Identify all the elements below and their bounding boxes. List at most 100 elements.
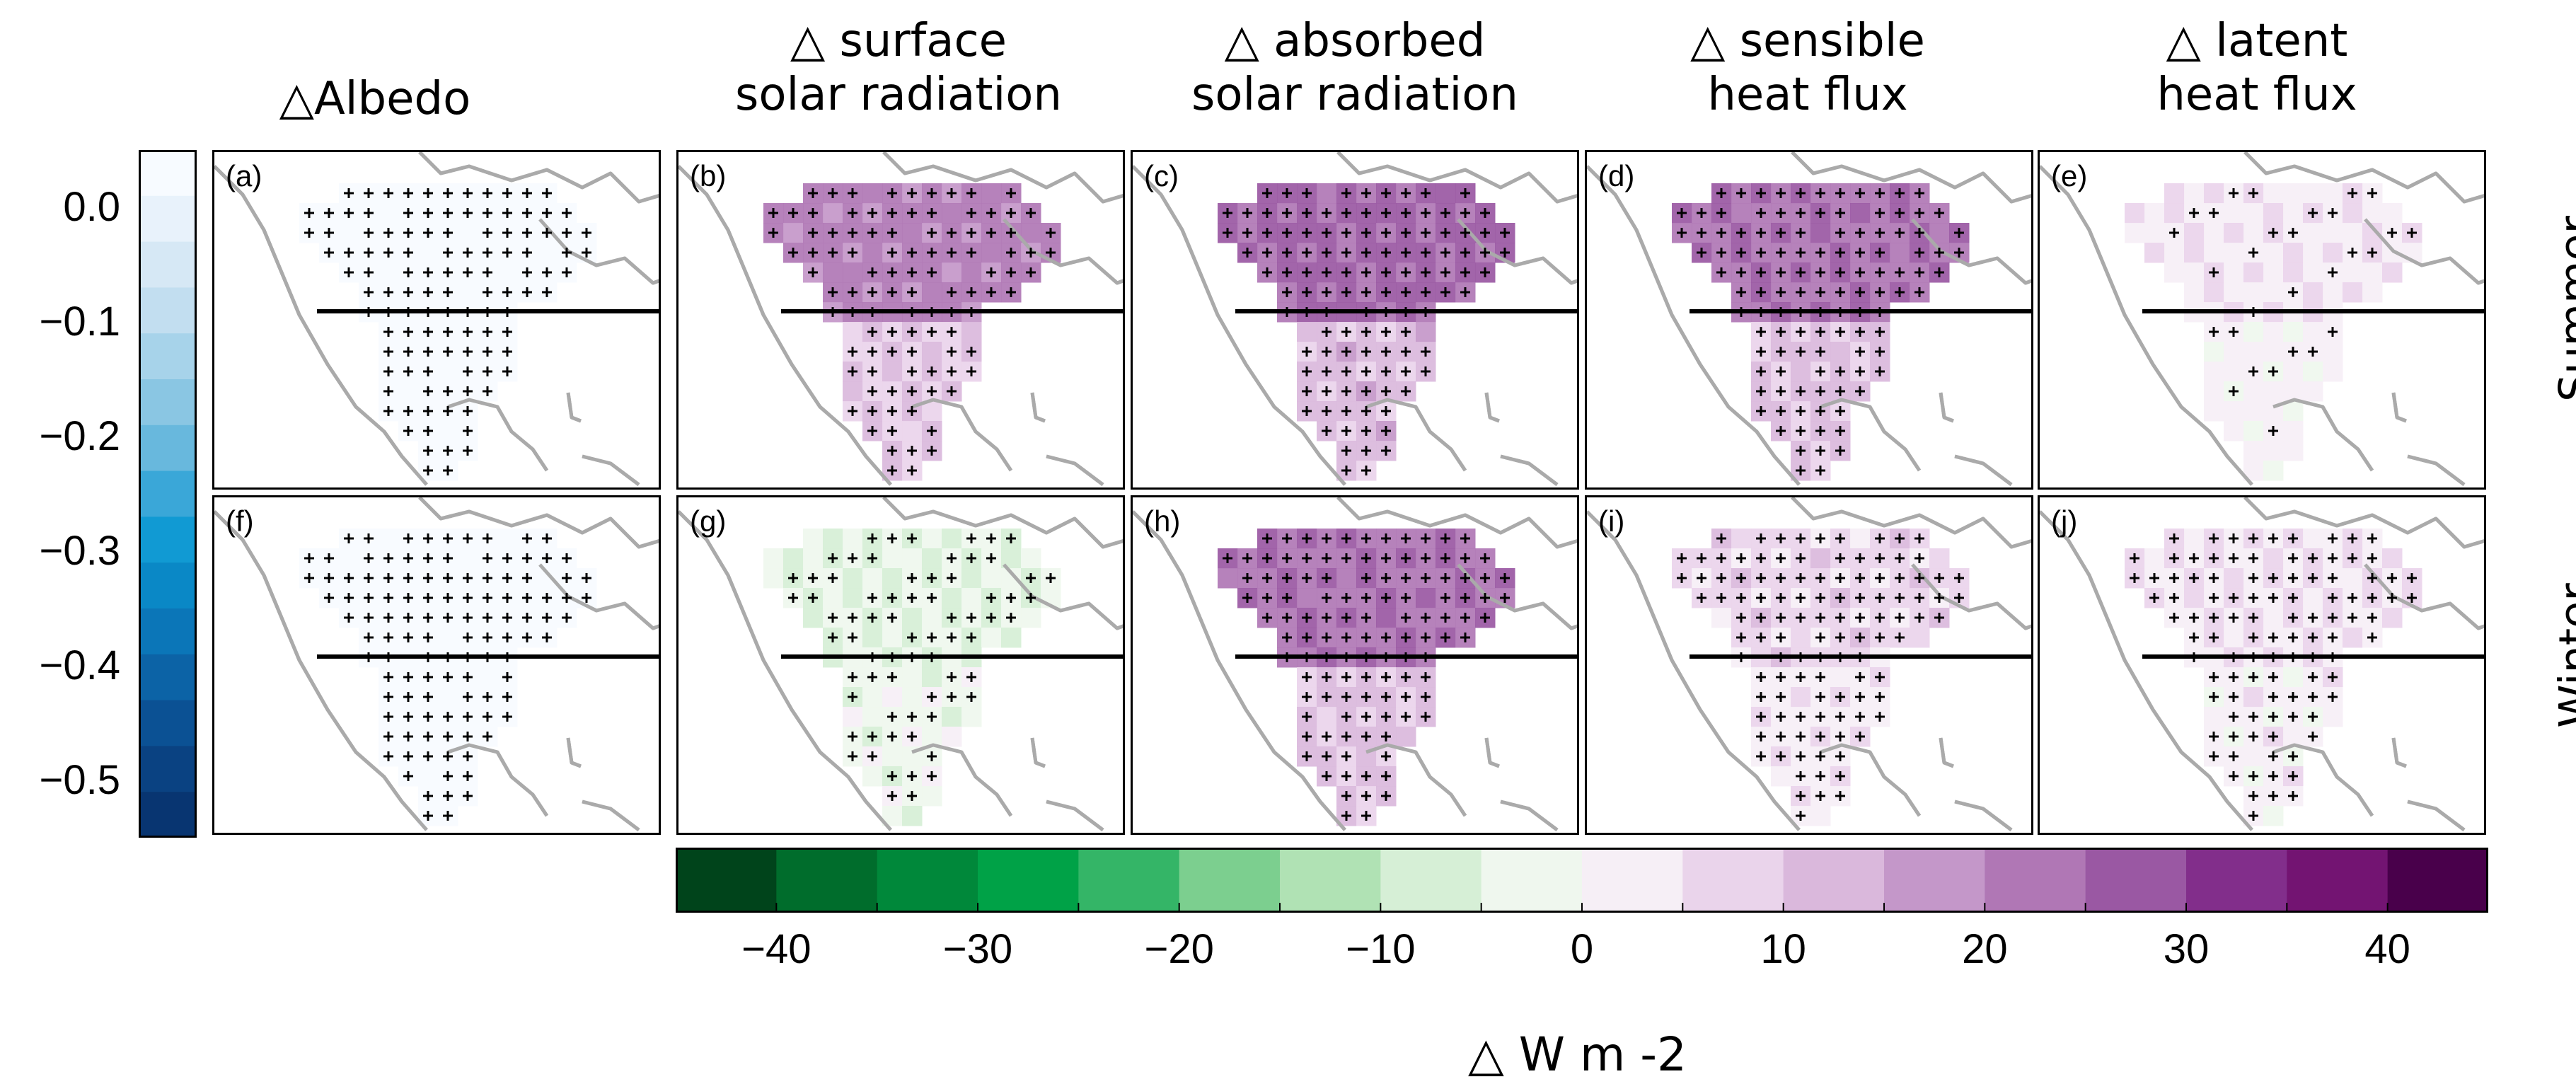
stipple-cross [443,712,453,722]
stipple-cross [1756,553,1766,563]
stipple-cross [324,573,334,583]
stipple-cross [2229,593,2239,603]
stipple-cross [344,573,354,583]
stipple-cross [2248,533,2258,543]
data-cell [803,529,824,549]
stipple-cross [423,573,433,583]
stipple-cross [1815,267,1825,277]
map-canvas [2040,497,2484,831]
stipple-cross [1460,267,1470,277]
stipple-cross [1914,573,1924,583]
data-cell [2283,441,2304,461]
map-canvas [214,497,659,831]
stipple-cross [2268,366,2278,376]
stipple-cross [2328,613,2338,623]
stipple-cross [2130,573,2139,583]
stipple-cross [1855,267,1865,277]
data-cell [2184,262,2205,283]
stipple-cross [443,188,453,198]
stipple-cross [2149,593,2159,603]
data-cell [438,687,458,708]
stipple-cross [2347,593,2357,603]
stipple-cross [2248,672,2258,682]
stipple-cross [2248,633,2258,642]
stipple-cross [887,248,897,258]
stipple-cross [828,613,838,623]
stipple-cross [1401,573,1411,583]
stipple-cross [1341,593,1351,603]
stipple-cross [1716,188,1726,198]
stipple-cross [1736,287,1746,297]
stipple-cross [1302,613,1312,623]
stipple-cross [1815,533,1825,543]
stipple-cross [1381,267,1391,277]
stipple-cross [443,406,453,416]
stipple-cross [1796,533,1806,543]
stipple-cross [1855,188,1865,198]
data-cell [2323,183,2343,204]
stipple-cross [1756,593,1766,603]
stipple-cross [463,712,473,722]
stipple-cross [2308,347,2318,357]
stipple-cross [542,633,552,642]
stipple-cross [2229,386,2239,396]
data-cell [922,529,942,549]
stipple-cross [1895,267,1905,277]
stipple-cross [927,593,937,603]
stipple-cross [364,613,374,623]
flux-colorbar-bin [1179,848,1281,913]
albedo-colorbar-bin [139,241,197,288]
stipple-cross [828,553,838,563]
stipple-cross [848,228,857,238]
data-cell [379,529,399,549]
data-cell [981,183,1002,204]
stipple-cross [502,712,512,722]
stipple-cross [927,386,937,396]
data-cell [942,707,962,727]
map-canvas [214,152,659,486]
stipple-cross [1302,366,1312,376]
stipple-cross [1914,248,1924,258]
stipple-cross [2130,553,2139,563]
stipple-cross [1381,791,1391,801]
stipple-cross [344,613,354,623]
stipple-cross [1875,208,1885,218]
stipple-cross [364,208,374,218]
data-cell [438,628,458,648]
stipple-cross [463,791,473,801]
stipple-cross [966,633,976,642]
stipple-cross [1776,593,1786,603]
map-canvas [1587,152,2031,486]
flux-colorbar-bin [1078,848,1180,913]
stipple-cross [1875,327,1885,337]
data-cell [2323,707,2343,727]
stipple-cross [1796,771,1806,781]
stipple-cross [502,672,512,682]
stipple-cross [443,573,453,583]
stipple-cross [2149,573,2159,583]
stipple-cross [2347,533,2357,543]
stipple-cross [542,533,552,543]
stipple-cross [927,366,937,376]
stipple-cross [1736,613,1746,623]
data-cell [2263,342,2284,362]
stipple-cross [423,593,433,603]
stipple-cross [1341,732,1351,741]
stipple-cross [867,613,877,623]
stipple-cross [1776,347,1786,357]
data-cell [1218,568,1238,589]
stipple-cross [403,553,413,563]
stipple-cross [1302,208,1312,218]
stipple-cross [483,553,492,563]
stipple-cross [1341,188,1351,198]
stipple-cross [582,228,591,238]
data-cell [2164,243,2185,263]
stipple-cross [1815,386,1825,396]
stipple-cross [1796,188,1806,198]
stipple-cross [1322,287,1332,297]
stipple-cross [1855,366,1865,376]
stipple-cross [986,553,996,563]
stipple-cross [907,406,917,416]
stipple-cross [867,327,877,337]
stipple-cross [887,287,897,297]
